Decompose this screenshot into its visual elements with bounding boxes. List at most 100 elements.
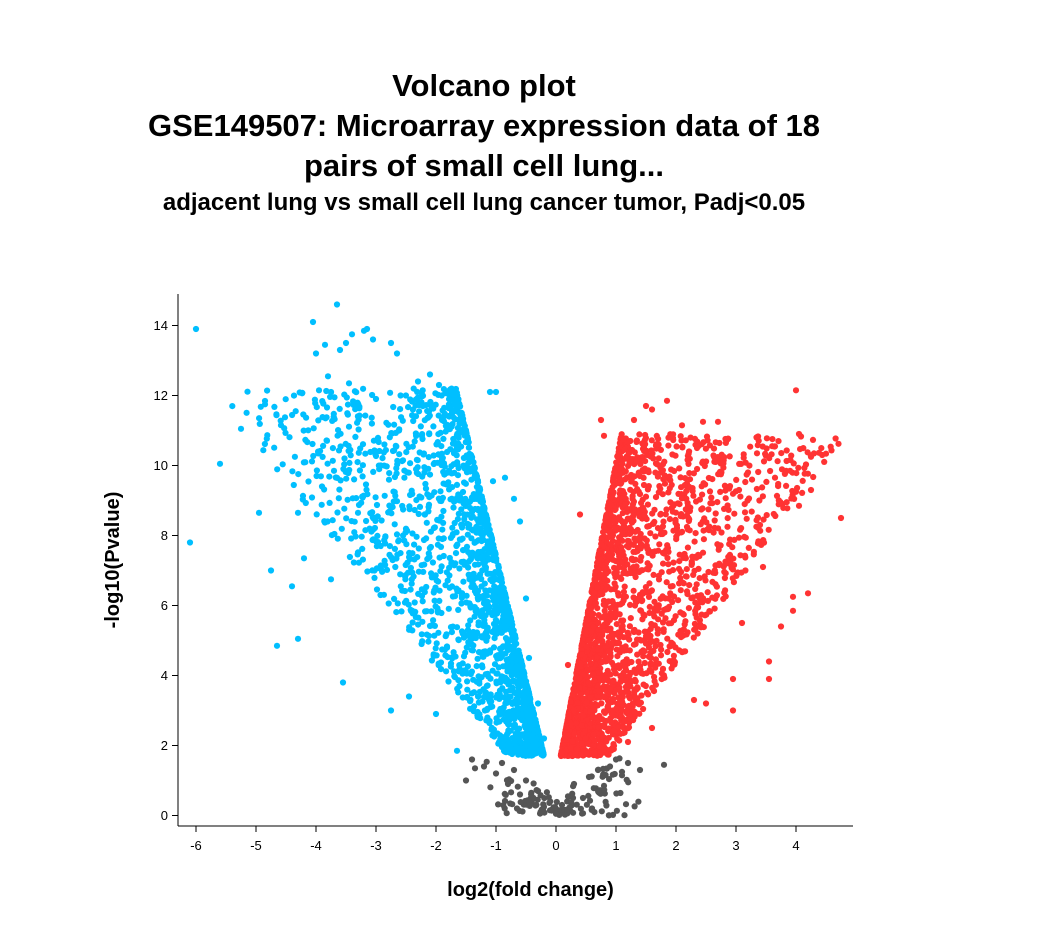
down-point — [509, 700, 516, 708]
up-point — [620, 730, 627, 737]
down-point — [409, 398, 416, 405]
down-point — [237, 425, 245, 432]
up-point — [697, 521, 704, 528]
down-point — [429, 402, 437, 409]
down-point — [509, 684, 516, 692]
down-point — [424, 556, 431, 563]
down-point — [436, 587, 443, 594]
down-point — [482, 566, 489, 573]
up-point — [585, 679, 592, 686]
up-point — [726, 453, 733, 460]
up-point — [596, 674, 603, 681]
nonsig-point — [623, 776, 630, 783]
up-point — [632, 528, 639, 535]
up-point — [619, 460, 626, 468]
up-point — [748, 508, 755, 515]
up-point — [582, 735, 589, 742]
down-point — [359, 545, 366, 553]
down-point — [394, 600, 401, 607]
down-point — [451, 593, 459, 600]
down-point — [387, 339, 395, 347]
up-point — [717, 488, 724, 495]
up-point — [663, 506, 670, 513]
up-point — [571, 730, 578, 738]
down-point — [369, 526, 377, 533]
down-point — [504, 720, 512, 728]
up-point — [676, 558, 683, 565]
up-point — [564, 661, 572, 669]
down-point — [374, 532, 381, 540]
up-point — [677, 513, 684, 520]
up-point — [676, 647, 683, 654]
nonsig-point — [617, 789, 624, 797]
down-point — [481, 694, 488, 701]
up-point — [632, 548, 639, 556]
down-point — [525, 654, 533, 662]
up-point — [721, 574, 729, 582]
down-point — [531, 721, 539, 728]
up-point — [714, 499, 721, 506]
up-point — [827, 443, 834, 450]
up-point — [631, 708, 638, 715]
down-point — [523, 696, 530, 703]
down-point — [338, 525, 345, 532]
down-point — [479, 499, 486, 506]
down-point — [423, 631, 430, 638]
down-point — [415, 614, 422, 621]
up-point — [624, 561, 631, 568]
up-point — [799, 477, 806, 484]
down-point — [468, 476, 475, 483]
down-point — [440, 480, 447, 487]
down-point — [309, 440, 316, 448]
nonsig-point — [514, 783, 521, 790]
up-point — [612, 525, 619, 532]
down-point — [300, 427, 307, 434]
down-point — [356, 467, 363, 474]
down-point — [435, 662, 442, 669]
down-point — [470, 463, 478, 470]
down-point — [371, 574, 378, 582]
down-point — [271, 444, 278, 451]
up-point — [633, 563, 640, 570]
up-point — [617, 517, 625, 524]
down-point — [334, 432, 341, 439]
nonsig-point — [528, 791, 535, 798]
down-point — [404, 527, 411, 534]
up-point — [648, 724, 656, 732]
down-point — [389, 447, 397, 455]
up-point — [616, 440, 624, 447]
down-point — [488, 534, 495, 541]
x-tick-label: 3 — [732, 838, 739, 853]
nonsig-point — [585, 792, 592, 800]
up-point — [708, 494, 715, 501]
up-point — [681, 621, 688, 628]
nonsig-point — [498, 759, 506, 767]
x-tick-label: 4 — [792, 838, 799, 853]
up-point — [665, 561, 672, 568]
down-point — [426, 471, 434, 478]
up-point — [631, 688, 638, 695]
down-point — [424, 414, 431, 421]
down-point — [433, 441, 440, 448]
down-point — [459, 488, 467, 496]
up-point — [716, 562, 723, 569]
down-point — [458, 600, 465, 607]
up-point — [607, 586, 615, 593]
down-point — [489, 478, 497, 485]
down-point — [460, 578, 467, 585]
down-point — [319, 398, 326, 405]
down-point — [465, 444, 472, 451]
up-point — [703, 433, 711, 440]
up-point — [650, 610, 657, 617]
down-point — [414, 378, 422, 385]
nonsig-point — [579, 794, 587, 802]
down-point — [383, 566, 391, 574]
up-point — [657, 511, 664, 518]
up-point — [641, 659, 648, 667]
down-point — [445, 401, 452, 408]
up-point — [744, 469, 752, 476]
down-point — [454, 685, 461, 692]
up-point — [645, 483, 652, 490]
down-point — [515, 711, 522, 719]
down-point — [381, 441, 388, 448]
